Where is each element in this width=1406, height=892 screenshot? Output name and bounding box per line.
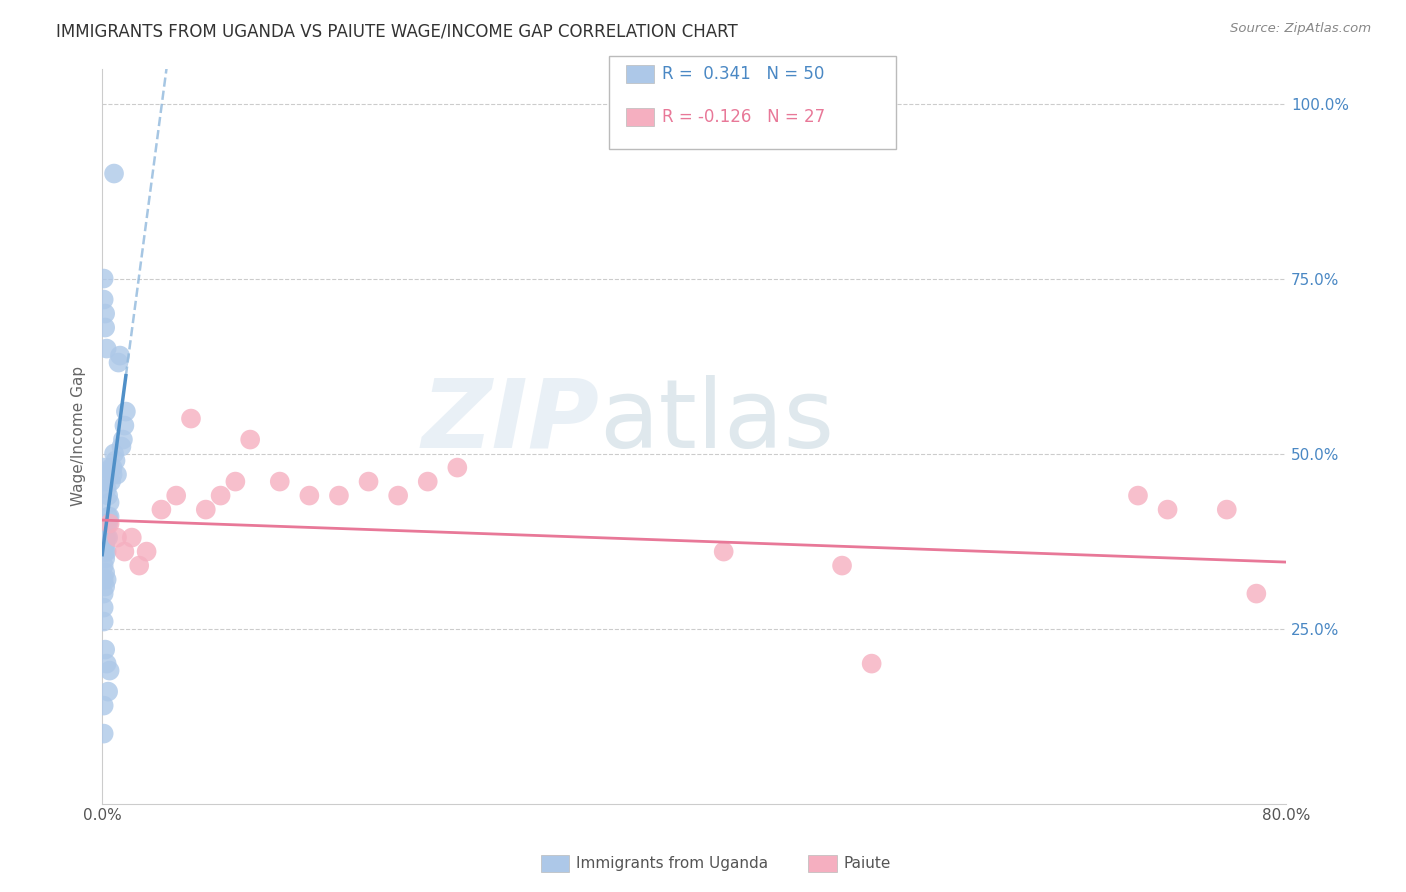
Point bbox=[100, 475, 122, 489]
Text: R = -0.126   N = 27: R = -0.126 N = 27 bbox=[662, 108, 825, 126]
Point bbox=[97, 531, 120, 545]
Point bbox=[100, 460, 122, 475]
Point bbox=[96, 544, 118, 558]
Y-axis label: Wage/Income Gap: Wage/Income Gap bbox=[72, 366, 86, 506]
Point bbox=[96, 342, 118, 356]
Point bbox=[713, 544, 735, 558]
Point bbox=[94, 475, 117, 489]
Point bbox=[209, 489, 232, 503]
Point bbox=[93, 544, 115, 558]
Text: IMMIGRANTS FROM UGANDA VS PAIUTE WAGE/INCOME GAP CORRELATION CHART: IMMIGRANTS FROM UGANDA VS PAIUTE WAGE/IN… bbox=[56, 22, 738, 40]
Point bbox=[97, 516, 120, 531]
Point bbox=[98, 516, 121, 531]
Point bbox=[94, 551, 117, 566]
Point bbox=[96, 657, 118, 671]
Point bbox=[93, 573, 115, 587]
Point bbox=[93, 558, 115, 573]
Point bbox=[194, 502, 217, 516]
Text: Paiute: Paiute bbox=[844, 856, 891, 871]
Point bbox=[105, 467, 128, 482]
Point bbox=[112, 544, 135, 558]
Point bbox=[94, 566, 117, 580]
Point bbox=[98, 495, 121, 509]
Point bbox=[180, 411, 202, 425]
Point bbox=[269, 475, 291, 489]
Point bbox=[357, 475, 380, 489]
Point bbox=[298, 489, 321, 503]
Point bbox=[107, 355, 129, 369]
Point bbox=[224, 475, 246, 489]
Text: R =  0.341   N = 50: R = 0.341 N = 50 bbox=[662, 65, 824, 83]
Point bbox=[103, 446, 125, 460]
Point bbox=[94, 580, 117, 594]
Point bbox=[93, 293, 115, 307]
Text: ZIP: ZIP bbox=[422, 375, 599, 468]
Point bbox=[93, 271, 115, 285]
Point bbox=[328, 489, 350, 503]
Text: atlas: atlas bbox=[599, 375, 835, 468]
Point bbox=[94, 538, 117, 552]
Point bbox=[93, 460, 115, 475]
Point bbox=[115, 404, 138, 418]
Point bbox=[93, 698, 115, 713]
Point bbox=[104, 453, 127, 467]
Point bbox=[1156, 502, 1178, 516]
Point bbox=[97, 489, 120, 503]
Point bbox=[98, 664, 121, 678]
Point bbox=[1216, 502, 1239, 516]
Point bbox=[94, 531, 117, 545]
Point bbox=[1126, 489, 1149, 503]
Point bbox=[101, 460, 124, 475]
Point bbox=[97, 684, 120, 698]
Point bbox=[97, 509, 120, 524]
Point bbox=[416, 475, 439, 489]
Point bbox=[1246, 586, 1268, 600]
Point bbox=[93, 615, 115, 629]
Point bbox=[121, 531, 143, 545]
Point bbox=[94, 320, 117, 334]
Point bbox=[96, 573, 118, 587]
Point bbox=[135, 544, 157, 558]
Point bbox=[93, 586, 115, 600]
Point bbox=[98, 509, 121, 524]
Point bbox=[110, 440, 132, 454]
Point bbox=[239, 433, 262, 447]
Text: Source: ZipAtlas.com: Source: ZipAtlas.com bbox=[1230, 22, 1371, 36]
Text: Immigrants from Uganda: Immigrants from Uganda bbox=[576, 856, 769, 871]
Point bbox=[831, 558, 853, 573]
Point bbox=[150, 502, 173, 516]
Point bbox=[96, 531, 118, 545]
Point bbox=[101, 467, 124, 482]
Point bbox=[111, 433, 134, 447]
Point bbox=[96, 516, 118, 531]
Point bbox=[93, 726, 115, 740]
Point bbox=[103, 167, 125, 181]
Point bbox=[94, 544, 117, 558]
Point bbox=[105, 531, 128, 545]
Point bbox=[108, 349, 131, 363]
Point bbox=[96, 482, 118, 496]
Point bbox=[94, 307, 117, 321]
Point bbox=[387, 489, 409, 503]
Point bbox=[94, 642, 117, 657]
Point bbox=[165, 489, 187, 503]
Point bbox=[93, 600, 115, 615]
Point bbox=[446, 460, 468, 475]
Point bbox=[112, 418, 135, 433]
Point bbox=[128, 558, 150, 573]
Point bbox=[860, 657, 883, 671]
